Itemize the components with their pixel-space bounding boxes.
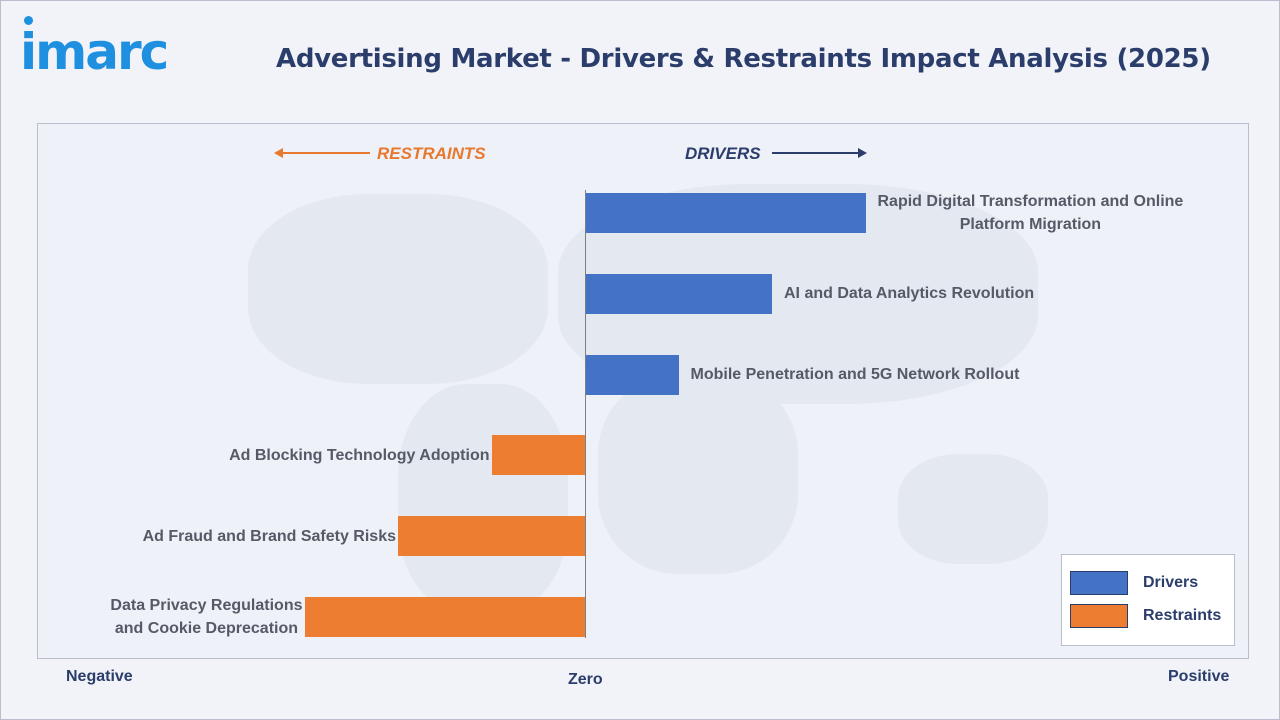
bar-label-line: Ad Blocking Technology Adoption (229, 446, 490, 464)
drivers-direction-label: DRIVERS (685, 144, 761, 163)
legend-swatch-restraints (1070, 604, 1128, 628)
legend-label-drivers: Drivers (1143, 574, 1199, 591)
bar-label-3: Ad Blocking Technology Adoption (229, 444, 489, 467)
logo-dot (24, 16, 33, 25)
bar-label-2: Mobile Penetration and 5G Network Rollou… (691, 363, 1020, 386)
drivers-arrow-icon (772, 148, 867, 158)
chart-title: Advertising Market - Drivers & Restraint… (276, 44, 1211, 74)
bar-label-line: AI and Data Analytics Revolution (784, 285, 1035, 303)
bar-label-line: and Cookie Deprecation (114, 620, 299, 637)
logo: imarc (20, 23, 169, 81)
bar-label-line: Data Privacy Regulations (110, 597, 303, 614)
legend-label-restraints: Restraints (1143, 607, 1222, 624)
legend-item-restraints: Restraints (1070, 604, 1221, 628)
bar-label-line: Ad Fraud and Brand Safety Risks (142, 527, 396, 545)
bar-restraint-4 (398, 516, 585, 557)
world-map-watermark (248, 194, 548, 384)
bar-label-1: AI and Data Analytics Revolution (784, 282, 1034, 305)
legend: Drivers Restraints (1061, 554, 1235, 646)
axis-label-zero: Zero (568, 671, 603, 688)
bar-driver-0 (585, 193, 866, 233)
bar-driver-2 (585, 354, 679, 395)
legend-swatch-drivers (1070, 571, 1128, 595)
bar-label-line: Rapid Digital Transformation and Online (877, 193, 1184, 210)
restraints-arrow-icon (274, 148, 370, 158)
bar-label-line: Platform Migration (959, 216, 1102, 233)
restraints-direction-label: RESTRAINTS (377, 144, 486, 163)
bar-label-4: Ad Fraud and Brand Safety Risks (143, 525, 396, 548)
bar-label-5: Data Privacy Regulations and Cookie Depre… (110, 594, 302, 640)
bar-label-0: Rapid Digital Transformation and Online P… (878, 190, 1184, 236)
bar-restraint-3 (491, 435, 585, 476)
legend-item-drivers: Drivers (1070, 571, 1198, 595)
bar-driver-1 (585, 273, 772, 314)
axis-label-negative: Negative (66, 668, 133, 685)
axis-label-positive: Positive (1168, 668, 1230, 685)
zero-axis-line (585, 190, 586, 638)
bar-restraint-5 (304, 597, 585, 637)
bar-label-line: Mobile Penetration and 5G Network Rollou… (690, 366, 1020, 384)
